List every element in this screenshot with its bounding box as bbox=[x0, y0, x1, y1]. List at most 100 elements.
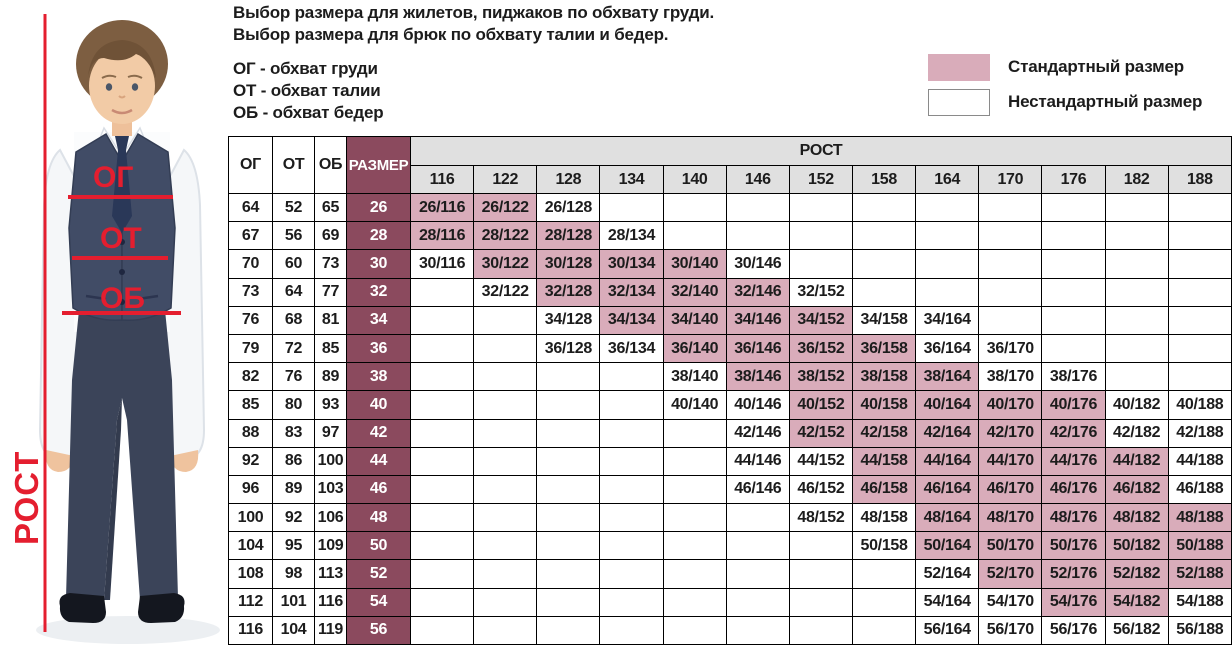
size-cell-empty bbox=[662, 192, 727, 223]
table-row-size-28: 67 56 69 28 28/116 28/122 28/128 28/134 bbox=[228, 221, 1232, 251]
size-cell: 38/140 bbox=[662, 362, 727, 392]
size-cell-empty bbox=[473, 559, 538, 589]
size-cell: 32/128 bbox=[536, 277, 601, 307]
size-cell-empty bbox=[978, 221, 1043, 251]
size-cell: 46/188 bbox=[1167, 474, 1232, 505]
abbreviations-block: ОГ - обхват груди ОТ - обхват талии ОБ -… bbox=[233, 58, 384, 124]
size-cell-empty bbox=[915, 277, 980, 307]
size-cell: 54/176 bbox=[1041, 587, 1106, 617]
waist-value: 76 bbox=[272, 362, 315, 392]
chest-value: 96 bbox=[228, 474, 273, 505]
hips-value: 103 bbox=[314, 474, 347, 505]
waist-value: 98 bbox=[272, 559, 315, 589]
size-cell-empty bbox=[409, 390, 475, 420]
size-cell-empty bbox=[1167, 305, 1232, 335]
size-cell: 28/116 bbox=[409, 221, 475, 251]
size-cell-empty bbox=[725, 559, 790, 589]
table-row-size-48: 100 92 106 48 48/152 48/158 48/164 48/170 48/176… bbox=[228, 503, 1232, 533]
nonstandard-size-swatch bbox=[928, 89, 990, 116]
hips-value: 119 bbox=[314, 615, 347, 646]
size-cell-empty bbox=[473, 615, 538, 646]
left-hand bbox=[45, 450, 74, 472]
chest-value: 104 bbox=[228, 531, 273, 561]
col-header-hips: ОБ bbox=[314, 136, 347, 194]
size-cell-empty bbox=[599, 615, 664, 646]
size-cell: 40/140 bbox=[662, 390, 727, 420]
size-cell-empty bbox=[473, 587, 538, 617]
table-row-size-50: 104 95 109 50 50/158 50/164 50/170 50/176 50/182… bbox=[228, 531, 1232, 561]
chest-value: 116 bbox=[228, 615, 273, 646]
vest-pocket-right bbox=[137, 294, 159, 301]
size-cell: 42/152 bbox=[788, 418, 853, 448]
right-hand bbox=[170, 450, 199, 472]
size-cell-empty bbox=[409, 615, 475, 646]
size-cell-empty bbox=[536, 615, 601, 646]
table-row-size-56: 116 104 119 56 56/164 56/170 56/176 56/182 56/18… bbox=[228, 615, 1232, 646]
table-row-size-36: 79 72 85 36 36/128 36/134 36/140 36/146 36/152 36… bbox=[228, 333, 1232, 364]
size-cell: 46/164 bbox=[915, 474, 980, 505]
chest-value: 64 bbox=[228, 192, 273, 223]
rost-header: РОСТ bbox=[410, 136, 1232, 166]
height-col-header: 122 bbox=[473, 165, 538, 194]
legend-row-standard: Стандартный размер bbox=[928, 54, 1232, 89]
size-cell-empty bbox=[851, 249, 917, 279]
legend: Стандартный размер Нестандартный размер bbox=[928, 54, 1232, 124]
size-cell-empty bbox=[1104, 221, 1169, 251]
vest-button bbox=[119, 239, 125, 245]
size-cell-empty bbox=[409, 277, 475, 307]
size-cell-empty bbox=[851, 615, 917, 646]
size-value: 54 bbox=[346, 587, 411, 617]
size-cell-empty bbox=[1104, 249, 1169, 279]
standard-size-swatch bbox=[928, 54, 990, 81]
size-cell-empty bbox=[788, 559, 853, 589]
size-cell: 36/152 bbox=[788, 333, 853, 364]
size-cell-empty bbox=[1104, 333, 1169, 364]
size-cell-empty bbox=[1167, 192, 1232, 223]
tie-knot bbox=[115, 136, 129, 150]
hips-value: 89 bbox=[314, 362, 347, 392]
size-cell: 48/158 bbox=[851, 503, 917, 533]
size-cell-empty bbox=[599, 362, 664, 392]
size-cell-empty bbox=[662, 531, 727, 561]
size-cell: 50/170 bbox=[978, 531, 1043, 561]
waist-value: 92 bbox=[272, 503, 315, 533]
size-cell-empty bbox=[1041, 333, 1106, 364]
size-cell-empty bbox=[473, 446, 538, 476]
size-cell-empty bbox=[851, 559, 917, 589]
waist-value: 60 bbox=[272, 249, 315, 279]
size-value: 40 bbox=[346, 390, 411, 420]
table-row-size-32: 73 64 77 32 32/122 32/128 32/134 32/140 32/146 32… bbox=[228, 277, 1232, 307]
col-header-size: РАЗМЕР bbox=[346, 136, 411, 194]
height-col-header: 140 bbox=[662, 165, 727, 194]
size-cell: 50/188 bbox=[1167, 531, 1232, 561]
size-cell: 28/134 bbox=[599, 221, 664, 251]
size-value: 32 bbox=[346, 277, 411, 307]
size-cell: 44/188 bbox=[1167, 446, 1232, 476]
size-cell: 40/152 bbox=[788, 390, 853, 420]
hips-value: 73 bbox=[314, 249, 347, 279]
height-col-header: 158 bbox=[851, 165, 917, 194]
waist-value: 80 bbox=[272, 390, 315, 420]
title-line-1: Выбор размера для жилетов, пиджаков по о… bbox=[233, 3, 714, 22]
waist-value: 104 bbox=[272, 615, 315, 646]
size-cell: 38/146 bbox=[725, 362, 790, 392]
size-cell-empty bbox=[725, 587, 790, 617]
pants-crease bbox=[104, 398, 122, 600]
chest-label: ОГ bbox=[93, 161, 133, 194]
size-cell-empty bbox=[536, 446, 601, 476]
size-cell-empty bbox=[1104, 305, 1169, 335]
waist-value: 101 bbox=[272, 587, 315, 617]
size-value: 34 bbox=[346, 305, 411, 335]
size-cell: 54/188 bbox=[1167, 587, 1232, 617]
size-cell: 32/140 bbox=[662, 277, 727, 307]
size-cell-empty bbox=[599, 503, 664, 533]
height-col-header: 134 bbox=[599, 165, 664, 194]
nose bbox=[118, 95, 126, 99]
col-header-chest: ОГ bbox=[228, 136, 273, 194]
size-cell-empty bbox=[1167, 333, 1232, 364]
size-cell: 40/176 bbox=[1041, 390, 1106, 420]
height-col-header: 170 bbox=[978, 165, 1043, 194]
size-cell: 36/140 bbox=[662, 333, 727, 364]
height-label: РОСТ bbox=[8, 451, 45, 545]
abbr-hips: ОБ - обхват бедер bbox=[233, 103, 384, 122]
